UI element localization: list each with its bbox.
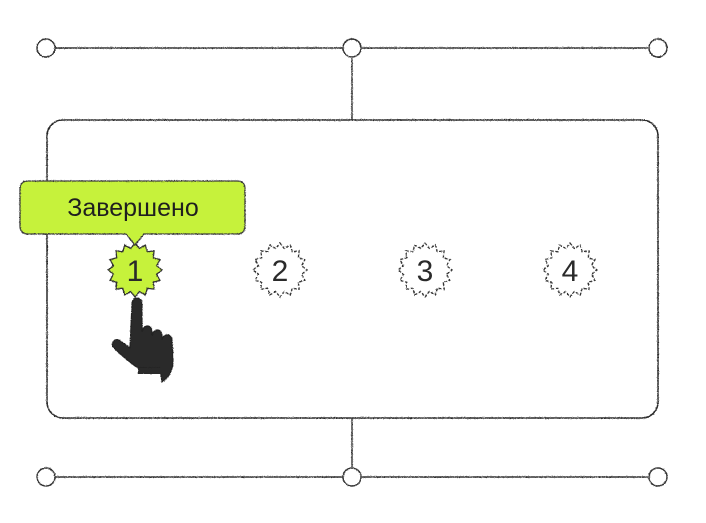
step-3[interactable]: 3: [396, 241, 454, 299]
tooltip-bubble: [19, 180, 246, 247]
top-center-node: [342, 38, 362, 58]
pointing-hand-icon: [111, 297, 174, 384]
bottom-guide-line: [36, 418, 668, 487]
step-label-2: 2: [272, 255, 289, 288]
top-right-node: [648, 38, 668, 58]
top-left-node: [36, 38, 56, 58]
tooltip: Завершено: [19, 180, 246, 247]
step-2[interactable]: 2: [251, 241, 309, 299]
bottom-center-node: [342, 467, 362, 487]
step-1[interactable]: 1: [106, 241, 164, 299]
step-label-4: 4: [562, 255, 579, 288]
step-label-1: 1: [127, 255, 144, 288]
step-badge-1: [106, 241, 164, 299]
bottom-left-node: [36, 467, 56, 487]
tooltip-label: Завершено: [67, 194, 198, 222]
step-badge-3: [396, 241, 454, 299]
bottom-right-node: [648, 467, 668, 487]
top-guide-line: [36, 38, 668, 120]
step-badge-4: [541, 241, 599, 299]
step-badge-2: [251, 241, 309, 299]
step-4[interactable]: 4: [541, 241, 599, 299]
step-label-3: 3: [417, 255, 434, 288]
stepper: 1 2 3 4: [106, 241, 599, 299]
